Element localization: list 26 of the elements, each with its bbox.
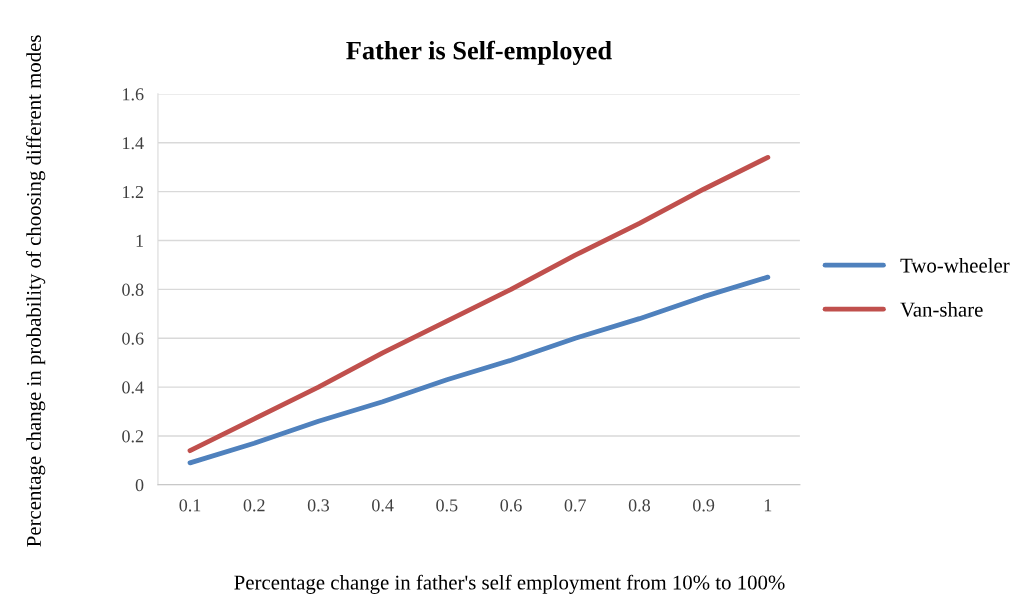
x-tick-label: 0.9 xyxy=(693,499,715,512)
y-tick-label: 1.2 xyxy=(123,185,144,199)
y-tick-label: 1.4 xyxy=(123,137,144,150)
x-tick-label: 1 xyxy=(764,499,772,512)
x-tick-label: 0.8 xyxy=(628,499,651,512)
y-tick-label: 0.4 xyxy=(122,381,144,394)
y-tick-label: 0.6 xyxy=(122,332,144,345)
x-tick-label: 0.1 xyxy=(179,499,201,512)
x-tick-label: 0.7 xyxy=(564,499,586,512)
x-tick-label: 0.2 xyxy=(243,499,265,512)
line-series xyxy=(187,155,771,454)
y-axis-title: Percentage change in probability of choosing different modes xyxy=(26,35,46,547)
x-tick-label: 0.3 xyxy=(307,499,330,512)
x-tick-label: 0.6 xyxy=(500,499,522,512)
line-series xyxy=(187,274,771,466)
y-tick-label: 1 xyxy=(136,234,143,247)
legend-label: Two-wheeler xyxy=(900,257,1010,273)
legend-label: Van-share xyxy=(900,301,983,317)
y-tick-label: 0 xyxy=(135,479,144,492)
y-tick-label: 0.8 xyxy=(122,283,144,296)
x-tick-label: 0.5 xyxy=(436,499,458,512)
x-tick-label: 0.4 xyxy=(372,499,394,512)
x-axis-title: Percentage change in father's self employment from 10% to 100% xyxy=(234,574,785,594)
y-tick-label: 1.6 xyxy=(123,88,144,101)
y-tick-label: 0.2 xyxy=(122,430,144,443)
chart-title: Father is Self-employed xyxy=(346,40,612,65)
